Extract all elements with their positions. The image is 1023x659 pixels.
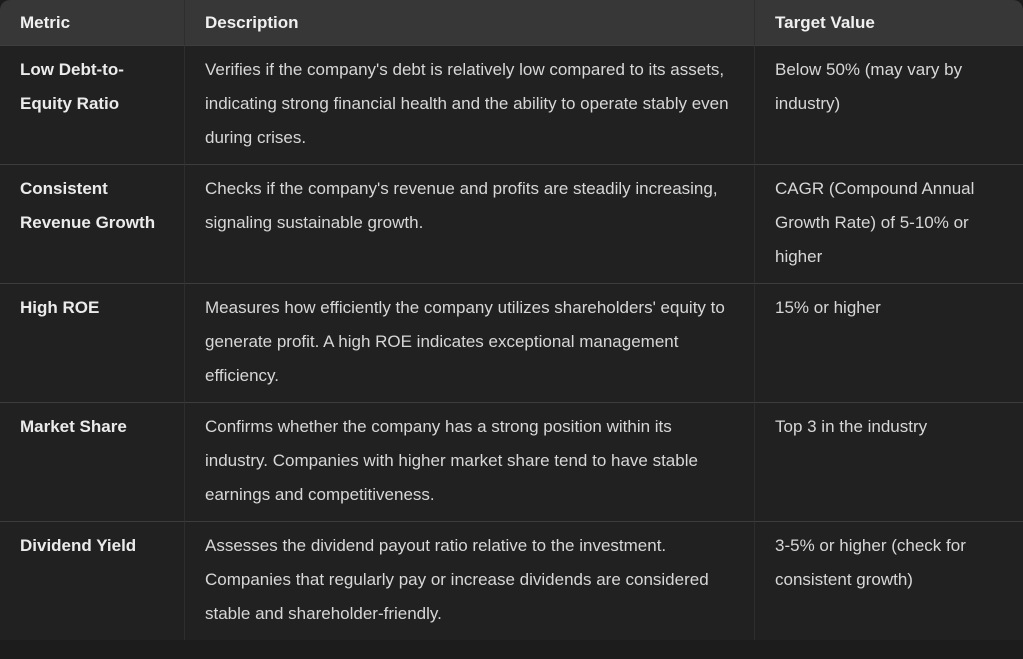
column-header-metric: Metric	[0, 0, 185, 45]
table-row: Low Debt-to-Equity Ratio Verifies if the…	[0, 45, 1023, 164]
table-header-row: Metric Description Target Value	[0, 0, 1023, 45]
target-value-cell: 15% or higher	[755, 283, 1023, 402]
metrics-table: Metric Description Target Value Low Debt…	[0, 0, 1023, 640]
target-value-cell: Top 3 in the industry	[755, 402, 1023, 521]
description-cell: Verifies if the company's debt is relati…	[185, 45, 755, 164]
metric-cell: High ROE	[0, 283, 185, 402]
metric-cell: Low Debt-to-Equity Ratio	[0, 45, 185, 164]
description-cell: Measures how efficiently the company uti…	[185, 283, 755, 402]
description-cell: Confirms whether the company has a stron…	[185, 402, 755, 521]
metric-cell: Market Share	[0, 402, 185, 521]
table-row: High ROE Measures how efficiently the co…	[0, 283, 1023, 402]
column-header-target-value: Target Value	[755, 0, 1023, 45]
target-value-cell: 3-5% or higher (check for consistent gro…	[755, 521, 1023, 640]
metric-cell: Consistent Revenue Growth	[0, 164, 185, 283]
metric-cell: Dividend Yield	[0, 521, 185, 640]
description-cell: Assesses the dividend payout ratio relat…	[185, 521, 755, 640]
table-row: Market Share Confirms whether the compan…	[0, 402, 1023, 521]
target-value-cell: Below 50% (may vary by industry)	[755, 45, 1023, 164]
table-row: Dividend Yield Assesses the dividend pay…	[0, 521, 1023, 640]
target-value-cell: CAGR (Compound Annual Growth Rate) of 5-…	[755, 164, 1023, 283]
column-header-description: Description	[185, 0, 755, 45]
description-cell: Checks if the company's revenue and prof…	[185, 164, 755, 283]
table-row: Consistent Revenue Growth Checks if the …	[0, 164, 1023, 283]
